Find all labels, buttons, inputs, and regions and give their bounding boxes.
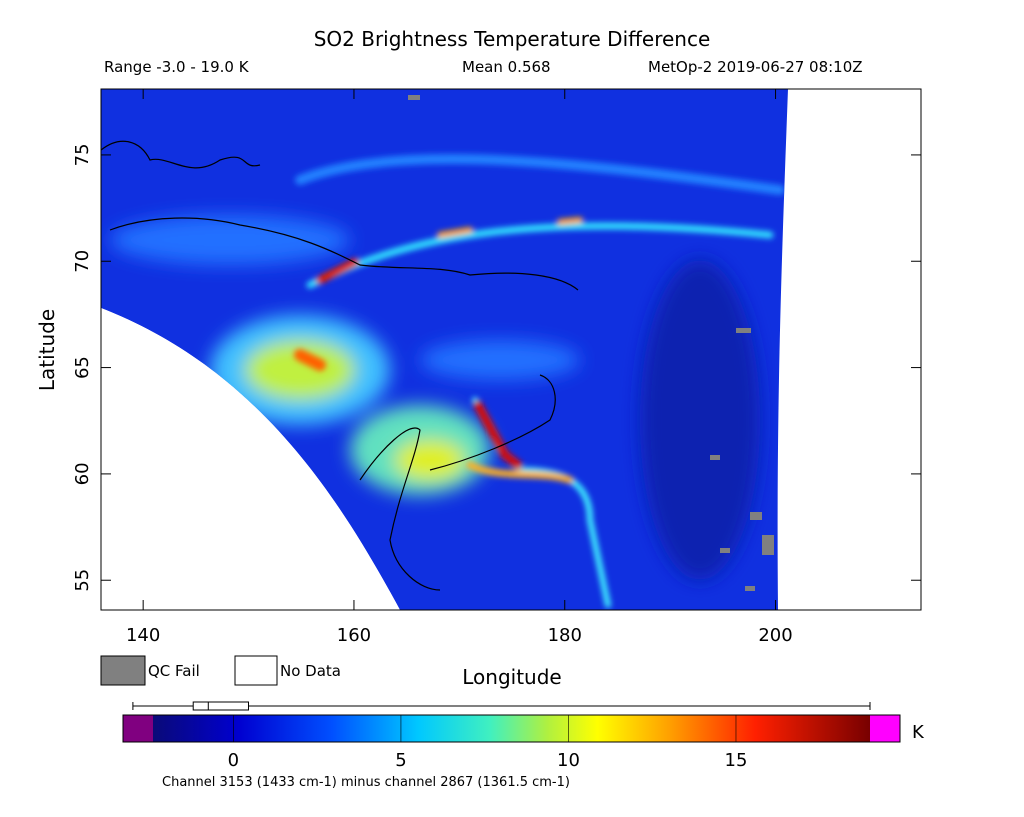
no-data-region <box>101 308 400 610</box>
x-axis-title: Longitude <box>462 665 561 689</box>
axes: 140 160 180 200 55 60 65 70 75 <box>72 89 921 646</box>
mean-label: Mean 0.568 <box>462 58 551 76</box>
x-tick-label: 160 <box>337 625 371 646</box>
y-tick-label: 75 <box>72 143 93 166</box>
satellite-label: MetOp-2 2019-06-27 08:10Z <box>648 58 863 76</box>
legend-label: QC Fail <box>148 662 200 680</box>
below-range-swatch <box>123 715 153 742</box>
x-tick-label: 200 <box>758 625 792 646</box>
box <box>192 701 249 711</box>
above-range-swatch <box>870 715 900 742</box>
colorbar-tick-label: 0 <box>228 750 239 771</box>
colorbar-tick-label: 5 <box>395 750 406 771</box>
legend-swatch <box>100 655 146 686</box>
title: SO2 Brightness Temperature Difference <box>314 27 711 51</box>
y-tick-label: 65 <box>72 356 93 379</box>
y-tick-label: 60 <box>72 462 93 485</box>
colorbar-unit: K <box>912 722 925 743</box>
y-tick-label: 70 <box>72 250 93 273</box>
qc-fail-pixels <box>408 95 774 591</box>
y-tick-label: 55 <box>72 569 93 592</box>
x-tick-label: 180 <box>548 625 582 646</box>
x-tick-label: 140 <box>126 625 160 646</box>
colorbar-tick-label: 15 <box>725 750 748 771</box>
legend-swatch <box>234 655 278 686</box>
range-label: Range -3.0 - 19.0 K <box>104 58 250 76</box>
colorbar-frame <box>122 714 901 743</box>
caption: Channel 3153 (1433 cm-1) minus channel 2… <box>162 775 570 790</box>
colorbar <box>153 715 870 742</box>
colorbar-axis: 0 5 10 15 <box>132 701 871 771</box>
colorbar-tick-label: 10 <box>557 750 580 771</box>
legend-label: No Data <box>280 662 341 680</box>
y-axis-title: Latitude <box>35 309 59 391</box>
heatmap <box>101 89 788 610</box>
plot-frame <box>100 88 922 611</box>
